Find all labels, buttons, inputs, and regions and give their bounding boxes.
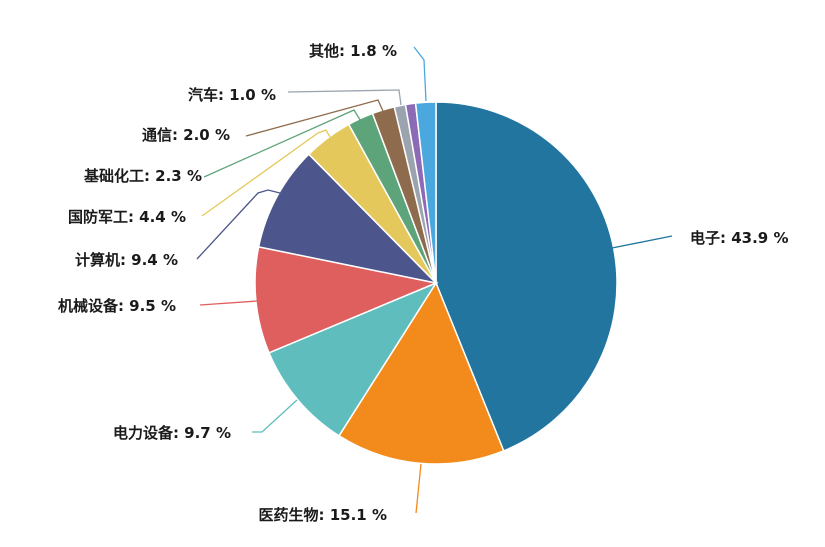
- leader-line-9: [413, 46, 427, 102]
- slice-label-1: 医药生物: 15.1 %: [259, 506, 387, 524]
- leader-line-8: [287, 89, 402, 106]
- leader-line-5: [201, 129, 331, 217]
- leader-line-7: [245, 99, 384, 137]
- leader-lines: [196, 46, 673, 514]
- slice-label-4: 计算机: 9.4 %: [75, 251, 178, 269]
- slice-label-6: 基础化工: 2.3 %: [83, 167, 202, 185]
- slice-label-2: 电力设备: 9.7 %: [113, 424, 231, 442]
- slice-label-0: 电子: 43.9 %: [690, 229, 788, 247]
- slice-label-8: 汽车: 1.0 %: [188, 86, 276, 104]
- pie-slice-2: [268, 281, 438, 437]
- slice-label-3: 机械设备: 9.5 %: [58, 297, 176, 315]
- slice-label-5: 国防军工: 4.4 %: [68, 208, 186, 226]
- slice-labels: 电子: 43.9 % 医药生物: 15.1 % 电力设备: 9.7 % 机械设备: 9…: [58, 42, 789, 524]
- pie-slice-4: [257, 153, 439, 285]
- pie-slice-0: [435, 101, 618, 452]
- leader-line-6: [203, 109, 363, 178]
- leader-line-0: [611, 235, 673, 249]
- pie-slices: [254, 101, 618, 465]
- leader-line-1: [415, 463, 422, 514]
- leader-line-2: [252, 399, 298, 433]
- pie-slice-1: [337, 281, 505, 465]
- leader-line-3: [199, 300, 259, 306]
- leader-line-4: [196, 189, 293, 260]
- slice-label-9: 其他: 1.8 %: [309, 42, 397, 60]
- pie-slice-9: [414, 101, 437, 284]
- slice-label-7: 通信: 2.0 %: [142, 126, 230, 144]
